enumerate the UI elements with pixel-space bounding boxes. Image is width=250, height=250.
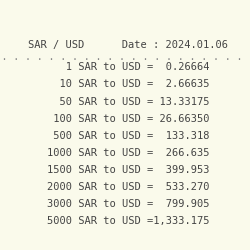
Text: 1 SAR to USD =  0.26664: 1 SAR to USD = 0.26664 xyxy=(47,62,209,72)
Text: 100 SAR to USD = 26.66350: 100 SAR to USD = 26.66350 xyxy=(47,114,209,124)
Text: 3000 SAR to USD =  799.905: 3000 SAR to USD = 799.905 xyxy=(47,199,209,209)
Text: 1000 SAR to USD =  266.635: 1000 SAR to USD = 266.635 xyxy=(47,148,209,158)
Text: . . . . . . . . . . . . . . . . . . . . . . . . . .: . . . . . . . . . . . . . . . . . . . . … xyxy=(0,52,250,62)
Text: 10 SAR to USD =  2.66635: 10 SAR to USD = 2.66635 xyxy=(47,80,209,90)
Text: 50 SAR to USD = 13.33175: 50 SAR to USD = 13.33175 xyxy=(47,96,209,106)
Text: 2000 SAR to USD =  533.270: 2000 SAR to USD = 533.270 xyxy=(47,182,209,192)
Text: 1500 SAR to USD =  399.953: 1500 SAR to USD = 399.953 xyxy=(47,165,209,175)
Text: SAR / USD      Date : 2024.01.06: SAR / USD Date : 2024.01.06 xyxy=(28,40,228,50)
Text: 500 SAR to USD =  133.318: 500 SAR to USD = 133.318 xyxy=(47,131,209,141)
Text: 5000 SAR to USD =1,333.175: 5000 SAR to USD =1,333.175 xyxy=(47,216,209,226)
